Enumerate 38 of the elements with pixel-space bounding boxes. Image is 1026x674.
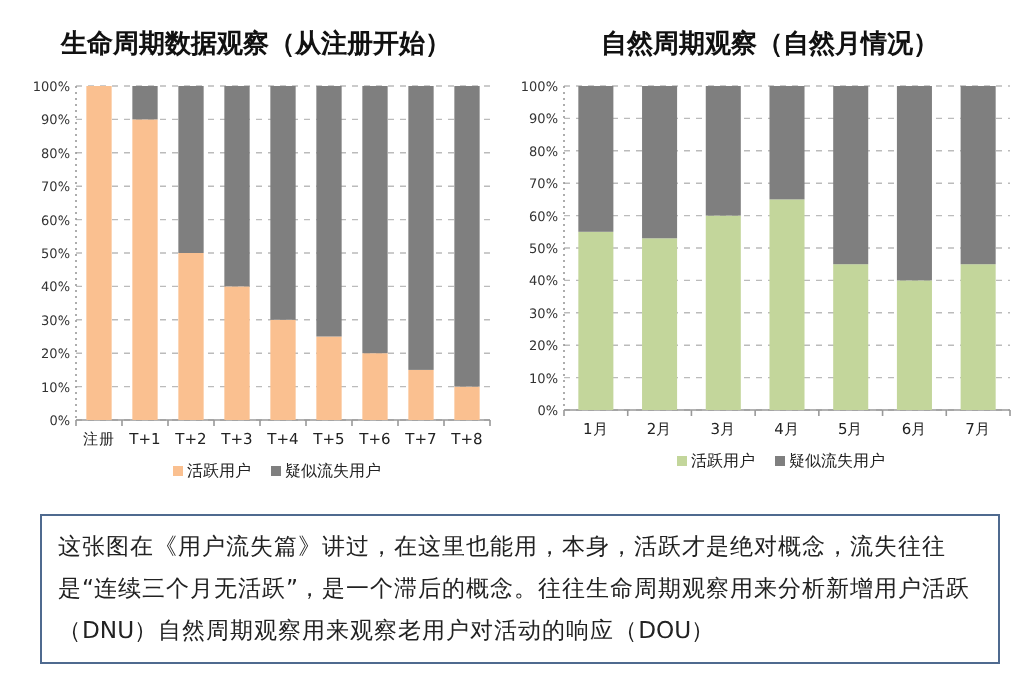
bar <box>960 86 996 265</box>
legend-label: 活跃用户 <box>691 452 755 470</box>
bar <box>408 86 434 370</box>
legend-label: 活跃用户 <box>187 462 251 480</box>
bar <box>833 264 869 410</box>
bar <box>408 369 434 420</box>
bar <box>578 231 614 410</box>
bar <box>578 86 614 232</box>
bar <box>362 86 388 354</box>
bar <box>454 386 480 420</box>
bar <box>705 86 741 216</box>
legend-label: 疑似流失用户 <box>789 452 885 470</box>
bar <box>270 319 296 420</box>
bar <box>960 264 996 410</box>
bar <box>705 215 741 410</box>
bar <box>224 286 250 420</box>
text: 这张图在《用户流失篇》讲过，在这里也能用，本身，活跃才是绝对概念，流失往往是“连续三个月无活跃”，是一个滞后的概念。往往生命周期观察用来分析新增用户活跃（DNU）自然周期观察用来观察老用户对活动的响应（DOU） <box>58 530 973 648</box>
bar <box>642 86 678 239</box>
bar <box>132 119 158 420</box>
bar <box>270 86 296 320</box>
bar <box>178 253 204 420</box>
bar <box>316 336 342 420</box>
bar <box>454 86 480 387</box>
bar <box>769 199 805 410</box>
chart-title: 生命周期数据观察（从注册开始） <box>59 28 451 60</box>
bar <box>224 86 250 287</box>
bar <box>896 280 932 410</box>
bar <box>833 86 869 265</box>
bar <box>642 238 678 410</box>
bar <box>316 86 342 337</box>
legend-label: 疑似流失用户 <box>285 462 381 480</box>
bar <box>769 86 805 200</box>
bar <box>178 86 204 253</box>
bar <box>896 86 932 281</box>
bar <box>362 353 388 420</box>
bar <box>132 86 158 120</box>
chart-title: 自然周期观察（自然月情况） <box>601 28 939 60</box>
bar <box>86 86 112 420</box>
